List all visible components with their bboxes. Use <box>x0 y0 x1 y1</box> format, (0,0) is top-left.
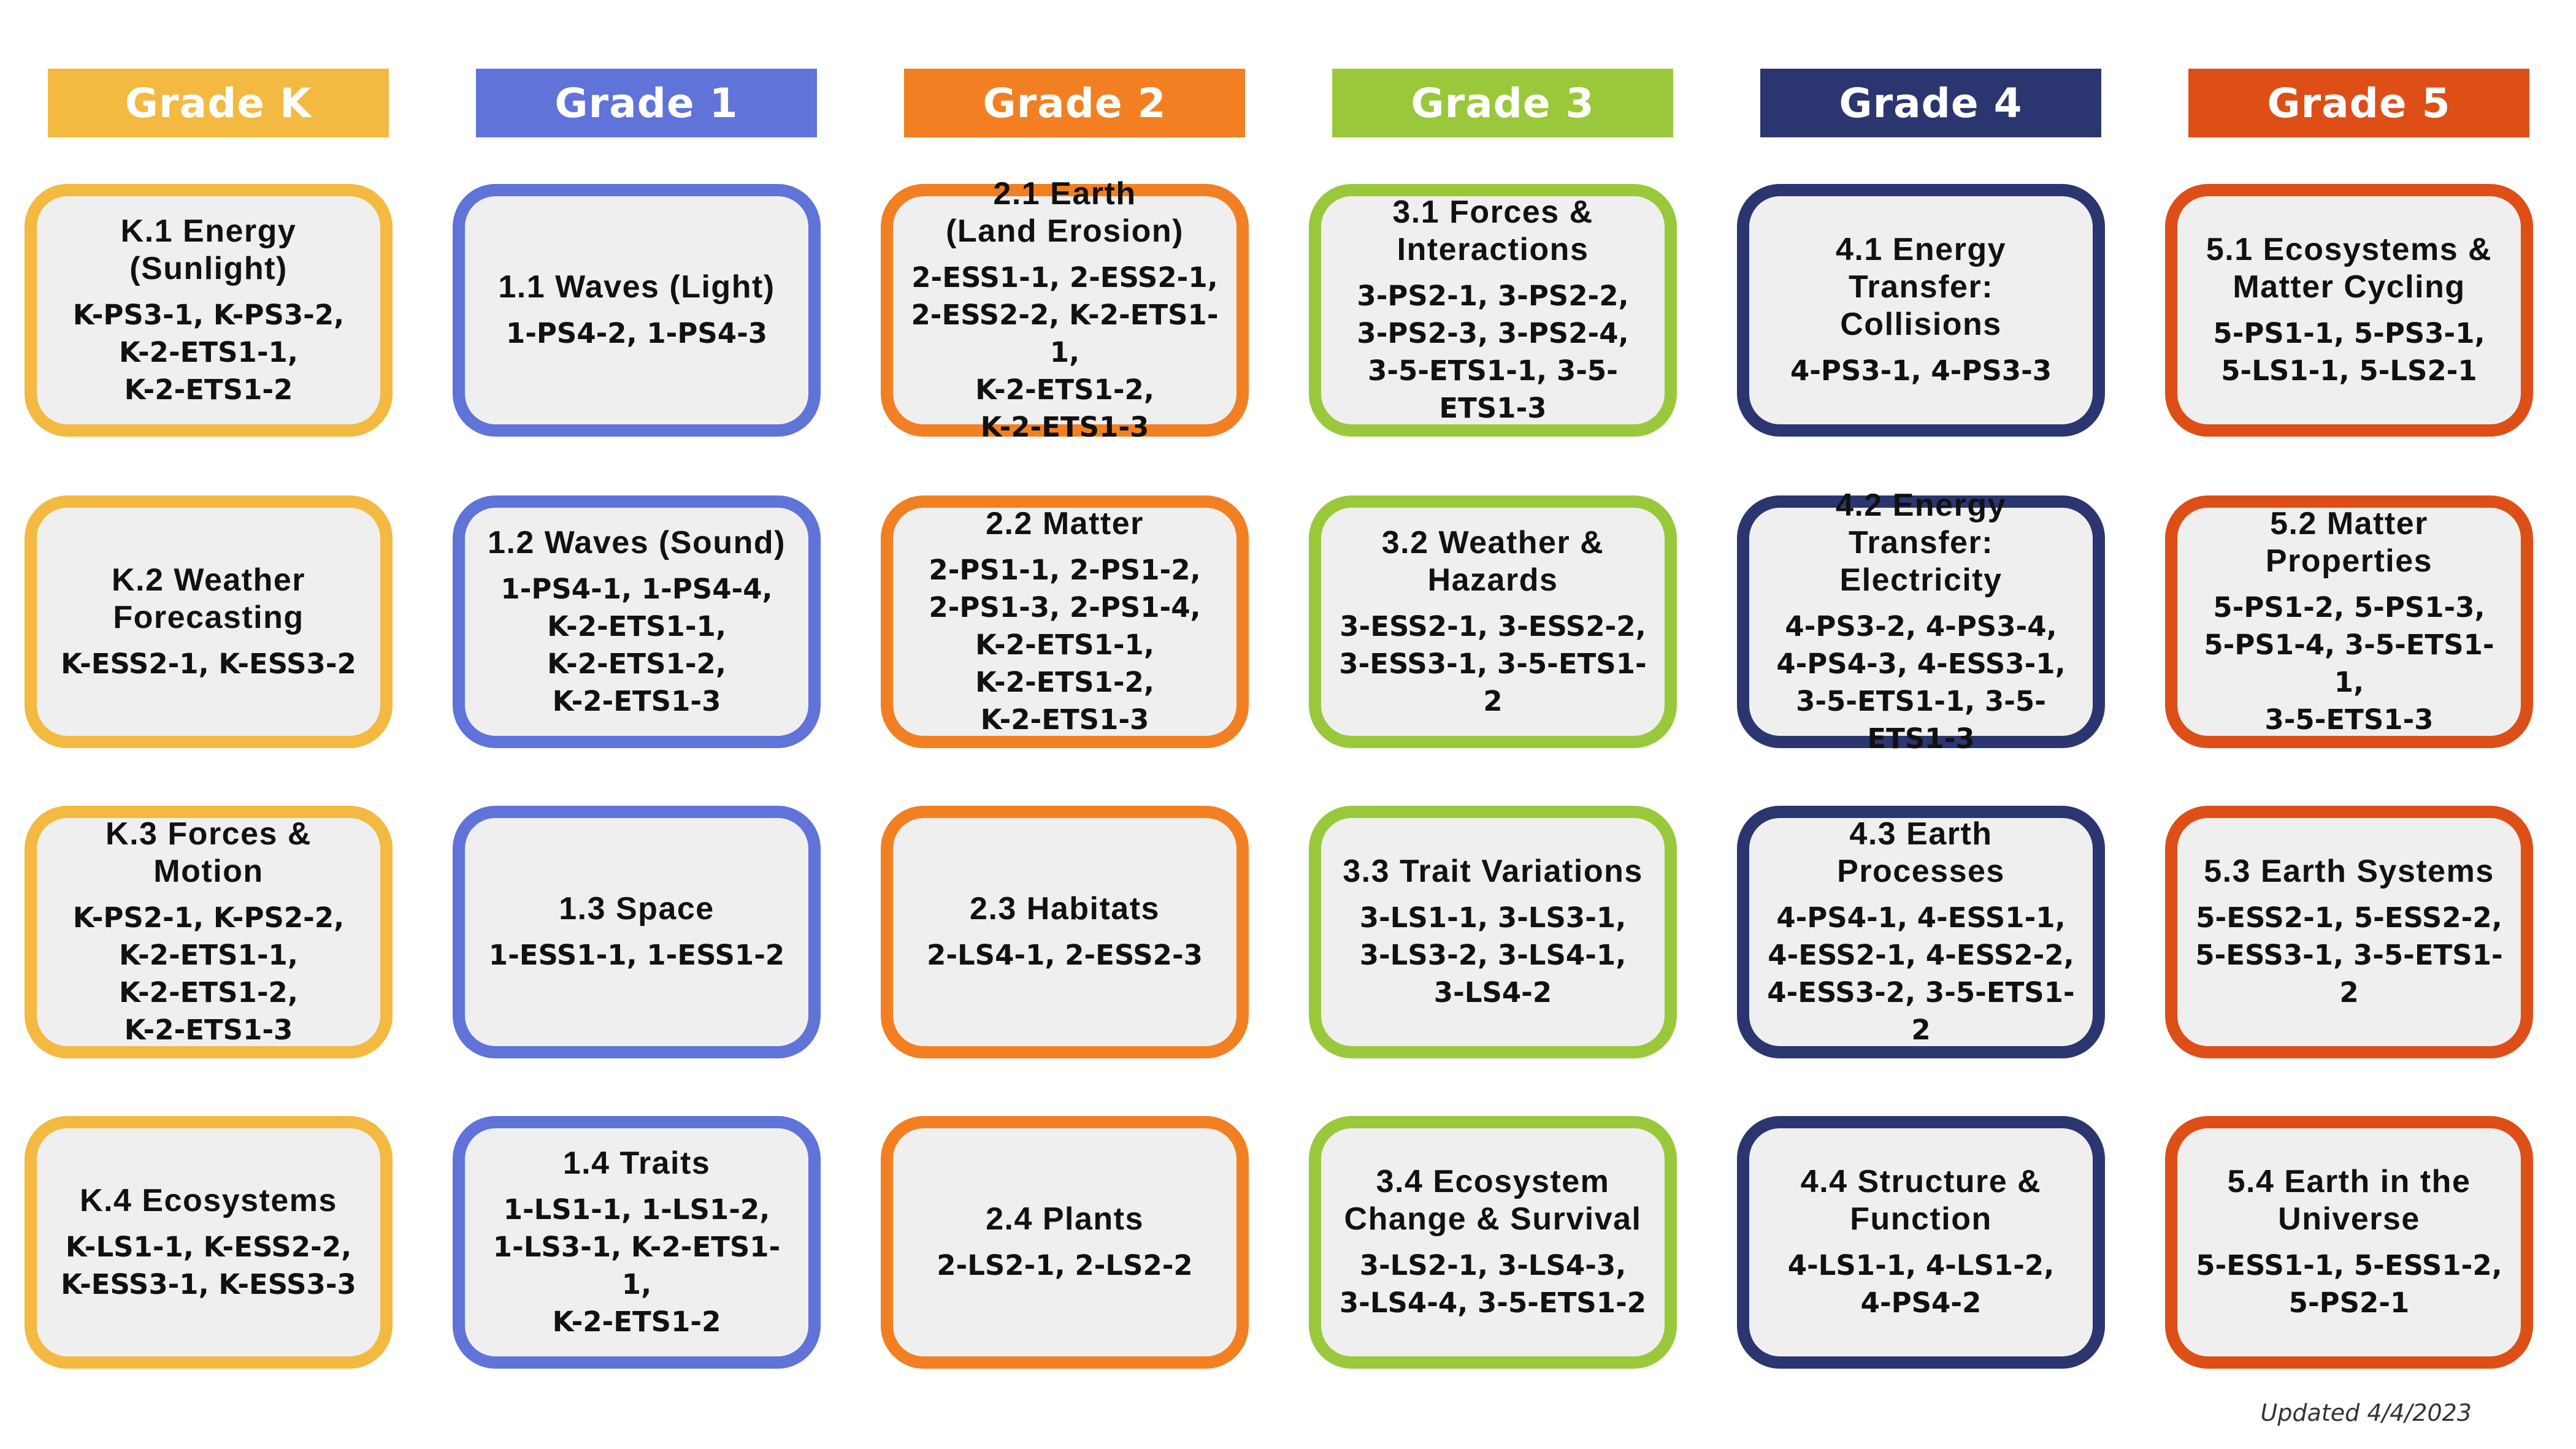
unit-title: 4.2 Energy Transfer: Electricity <box>1835 487 2007 598</box>
unit-title: 3.1 Forces & Interactions <box>1392 194 1593 267</box>
unit-card: 1.2 Waves (Sound) 1-PS4-1, 1-PS4-4, K-2-E… <box>453 495 821 748</box>
unit-card: 2.3 Habitats 2-LS4-1, 2-ESS2-3 <box>881 806 1249 1058</box>
unit-standards: 5-ESS1-1, 5-ESS1-2, 5-PS2-1 <box>2196 1249 2502 1319</box>
unit-card: 2.4 Plants 2-LS2-1, 2-LS2-2 <box>881 1116 1249 1369</box>
grade-header: Grade 2 <box>904 69 1245 137</box>
unit-standards: 1-ESS1-1, 1-ESS1-2 <box>488 939 785 971</box>
unit-card: K.4 Ecosystems K-LS1-1, K-ESS2-2, K-ESS3-… <box>25 1116 393 1369</box>
unit-standards: 3-PS2-1, 3-PS2-2, 3-PS2-3, 3-PS2-4, 3-5-… <box>1357 280 1629 424</box>
unit-title: 1.3 Space <box>559 891 715 927</box>
unit-standards: K-ESS2-1, K-ESS3-2 <box>61 647 356 680</box>
unit-card: 4.4 Structure & Function 4-LS1-1, 4-LS1-2… <box>1737 1116 2105 1369</box>
unit-title: 4.4 Structure & Function <box>1800 1164 2042 1237</box>
unit-title: 5.1 Ecosystems & Matter Cycling <box>2206 232 2493 305</box>
unit-title: 4.3 Earth Processes <box>1837 816 2005 889</box>
unit-card: 5.3 Earth Systems 5-ESS2-1, 5-ESS2-2, 5-E… <box>2165 806 2533 1058</box>
grade-header: Grade 4 <box>1760 69 2101 137</box>
unit-card: 1.4 Traits 1-LS1-1, 1-LS1-2, 1-LS3-1, K-2… <box>453 1116 821 1369</box>
grade-column-4: Grade 4 4.1 Energy Transfer: Collisions 4-… <box>1737 0 2129 1398</box>
unit-standards: 3-LS2-1, 3-LS4-3, 3-LS4-4, 3-5-ETS1-2 <box>1339 1249 1647 1319</box>
unit-card: 5.4 Earth in the Universe 5-ESS1-1, 5-ESS… <box>2165 1116 2533 1369</box>
unit-standards: 1-PS4-2, 1-PS4-3 <box>505 317 768 350</box>
unit-card: 4.1 Energy Transfer: Collisions 4-PS3-1, … <box>1737 184 2105 437</box>
unit-standards: 5-PS1-1, 5-PS3-1, 5-LS1-1, 5-LS2-1 <box>2213 317 2485 387</box>
unit-card: 3.4 Ecosystem Change & Survival 3-LS2-1, … <box>1309 1116 1677 1369</box>
unit-title: 5.2 Matter Properties <box>2265 506 2433 579</box>
unit-card: 2.1 Earth (Land Erosion) 2-ESS1-1, 2-ESS2… <box>881 176 1249 443</box>
grade-column-2: Grade 2 2.1 Earth (Land Erosion) 2-ESS1-1,… <box>881 0 1273 1398</box>
unit-card: 4.3 Earth Processes 4-PS4-1, 4-ESS1-1, 4-… <box>1737 806 2105 1058</box>
unit-card: 1.3 Space 1-ESS1-1, 1-ESS1-2 <box>453 806 821 1058</box>
unit-title: 3.3 Trait Variations <box>1343 854 1643 889</box>
unit-standards: 3-LS1-1, 3-LS3-1, 3-LS3-2, 3-LS4-1, 3-LS… <box>1359 901 1627 1009</box>
unit-standards: 3-ESS2-1, 3-ESS2-2, 3-ESS3-1, 3-5-ETS1-2 <box>1339 610 1647 717</box>
grade-column-0: Grade K K.1 Energy (Sunlight) K-PS3-1, K-P… <box>25 0 417 1398</box>
unit-title: K.2 Weather Forecasting <box>111 562 306 635</box>
unit-card: K.2 Weather Forecasting K-ESS2-1, K-ESS3-… <box>25 495 393 748</box>
unit-card: 3.1 Forces & Interactions 3-PS2-1, 3-PS2-… <box>1309 184 1677 437</box>
grade-column-1: Grade 1 1.1 Waves (Light) 1-PS4-2, 1-PS4-3… <box>453 0 845 1398</box>
unit-card: 3.3 Trait Variations 3-LS1-1, 3-LS3-1, 3-… <box>1309 806 1677 1058</box>
unit-title: 4.1 Energy Transfer: Collisions <box>1835 232 2007 342</box>
unit-title: 2.4 Plants <box>986 1201 1144 1237</box>
grade-column-5: Grade 5 5.1 Ecosystems & Matter Cycling 5-… <box>2165 0 2558 1398</box>
unit-standards: 4-PS3-1, 4-PS3-3 <box>1790 354 2052 387</box>
unit-standards: K-PS2-1, K-PS2-2, K-2-ETS1-1, K-2-ETS1-2… <box>72 901 345 1046</box>
grade-header: Grade 3 <box>1332 69 1673 137</box>
unit-card: K.1 Energy (Sunlight) K-PS3-1, K-PS3-2, K… <box>25 184 393 437</box>
unit-title: 2.2 Matter <box>986 506 1144 541</box>
unit-standards: 2-PS1-1, 2-PS1-2, 2-PS1-3, 2-PS1-4, K-2-… <box>929 554 1201 736</box>
unit-standards: K-PS3-1, K-PS3-2, K-2-ETS1-1, K-2-ETS1-2 <box>72 298 345 406</box>
unit-standards: K-LS1-1, K-ESS2-2, K-ESS3-1, K-ESS3-3 <box>61 1230 356 1301</box>
unit-title: K.4 Ecosystems <box>80 1182 337 1218</box>
unit-standards: 4-PS4-1, 4-ESS1-1, 4-ESS2-1, 4-ESS2-2, 4… <box>1767 901 2075 1046</box>
unit-standards: 1-LS1-1, 1-LS1-2, 1-LS3-1, K-2-ETS1-1, K… <box>493 1193 781 1338</box>
unit-standards: 5-PS1-2, 5-PS1-3, 5-PS1-4, 3-5-ETS1-1, 3… <box>2204 591 2494 736</box>
unit-title: 1.4 Traits <box>562 1145 711 1181</box>
unit-card: 5.1 Ecosystems & Matter Cycling 5-PS1-1, … <box>2165 184 2533 437</box>
unit-title: 1.1 Waves (Light) <box>498 269 775 305</box>
unit-standards: 4-PS3-2, 4-PS3-4, 4-PS4-3, 4-ESS3-1, 3-5… <box>1776 610 2066 755</box>
grade-header: Grade K <box>48 69 389 137</box>
grade-header: Grade 1 <box>476 69 817 137</box>
unit-card: 1.1 Waves (Light) 1-PS4-2, 1-PS4-3 <box>453 184 821 437</box>
unit-card: 5.2 Matter Properties 5-PS1-2, 5-PS1-3, 5… <box>2165 495 2533 748</box>
unit-title: 5.3 Earth Systems <box>2204 854 2494 889</box>
unit-title: 2.1 Earth (Land Erosion) <box>946 175 1184 249</box>
unit-card: 2.2 Matter 2-PS1-1, 2-PS1-2, 2-PS1-3, 2-P… <box>881 495 1249 748</box>
unit-card: 3.2 Weather & Hazards 3-ESS2-1, 3-ESS2-2,… <box>1309 495 1677 748</box>
unit-standards: 4-LS1-1, 4-LS1-2, 4-PS4-2 <box>1787 1249 2055 1319</box>
unit-title: K.1 Energy (Sunlight) <box>120 213 297 286</box>
unit-title: K.3 Forces & Motion <box>105 816 312 889</box>
unit-title: 3.4 Ecosystem Change & Survival <box>1344 1164 1642 1237</box>
grade-header: Grade 5 <box>2188 69 2529 137</box>
unit-title: 3.2 Weather & Hazards <box>1381 524 1604 598</box>
unit-standards: 1-PS4-1, 1-PS4-4, K-2-ETS1-1, K-2-ETS1-2… <box>500 572 773 717</box>
updated-note: Updated 4/4/2023 <box>2260 1399 2472 1426</box>
unit-title: 2.3 Habitats <box>970 891 1160 927</box>
unit-title: 1.2 Waves (Sound) <box>488 524 786 560</box>
unit-title: 5.4 Earth in the Universe <box>2227 1164 2471 1237</box>
unit-standards: 5-ESS2-1, 5-ESS2-2, 5-ESS3-1, 3-5-ETS1-2 <box>2195 901 2503 1009</box>
unit-card: 4.2 Energy Transfer: Electricity 4-PS3-2,… <box>1737 487 2105 755</box>
unit-standards: 2-LS2-1, 2-LS2-2 <box>937 1249 1193 1282</box>
unit-card: K.3 Forces & Motion K-PS2-1, K-PS2-2, K-2… <box>25 806 393 1058</box>
unit-standards: 2-ESS1-1, 2-ESS2-1, 2-ESS2-2, K-2-ETS1-1… <box>911 261 1219 443</box>
unit-standards: 2-LS4-1, 2-ESS2-3 <box>927 939 1203 971</box>
grade-column-3: Grade 3 3.1 Forces & Interactions 3-PS2-1,… <box>1309 0 1701 1398</box>
